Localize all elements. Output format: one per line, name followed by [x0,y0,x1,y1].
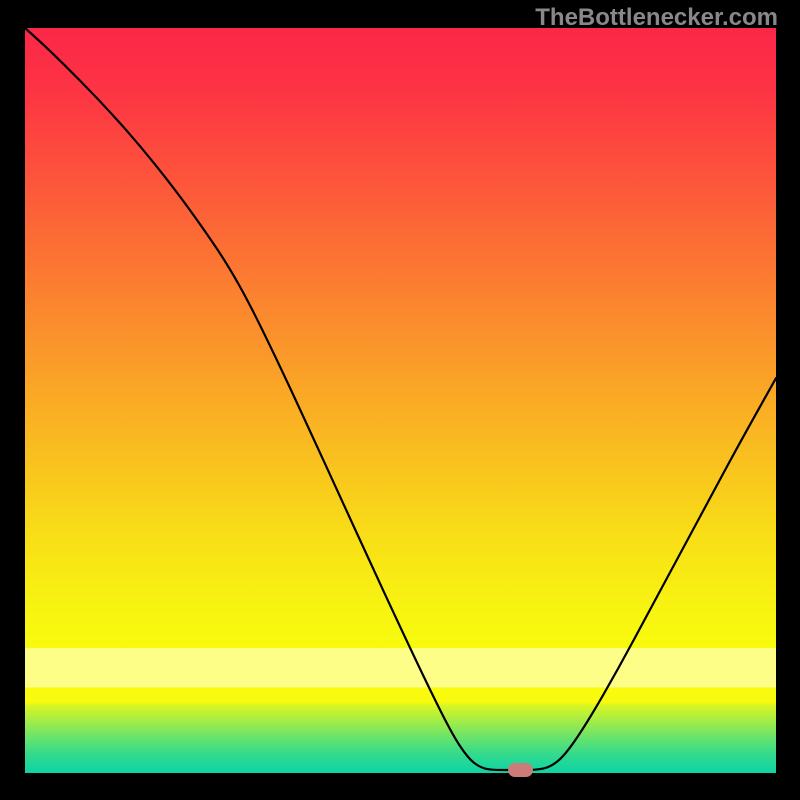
watermark-text: TheBottlenecker.com [535,4,778,32]
chart-frame: TheBottlenecker.com [0,0,800,800]
bottleneck-curve [0,0,800,800]
optimum-marker [508,763,533,777]
